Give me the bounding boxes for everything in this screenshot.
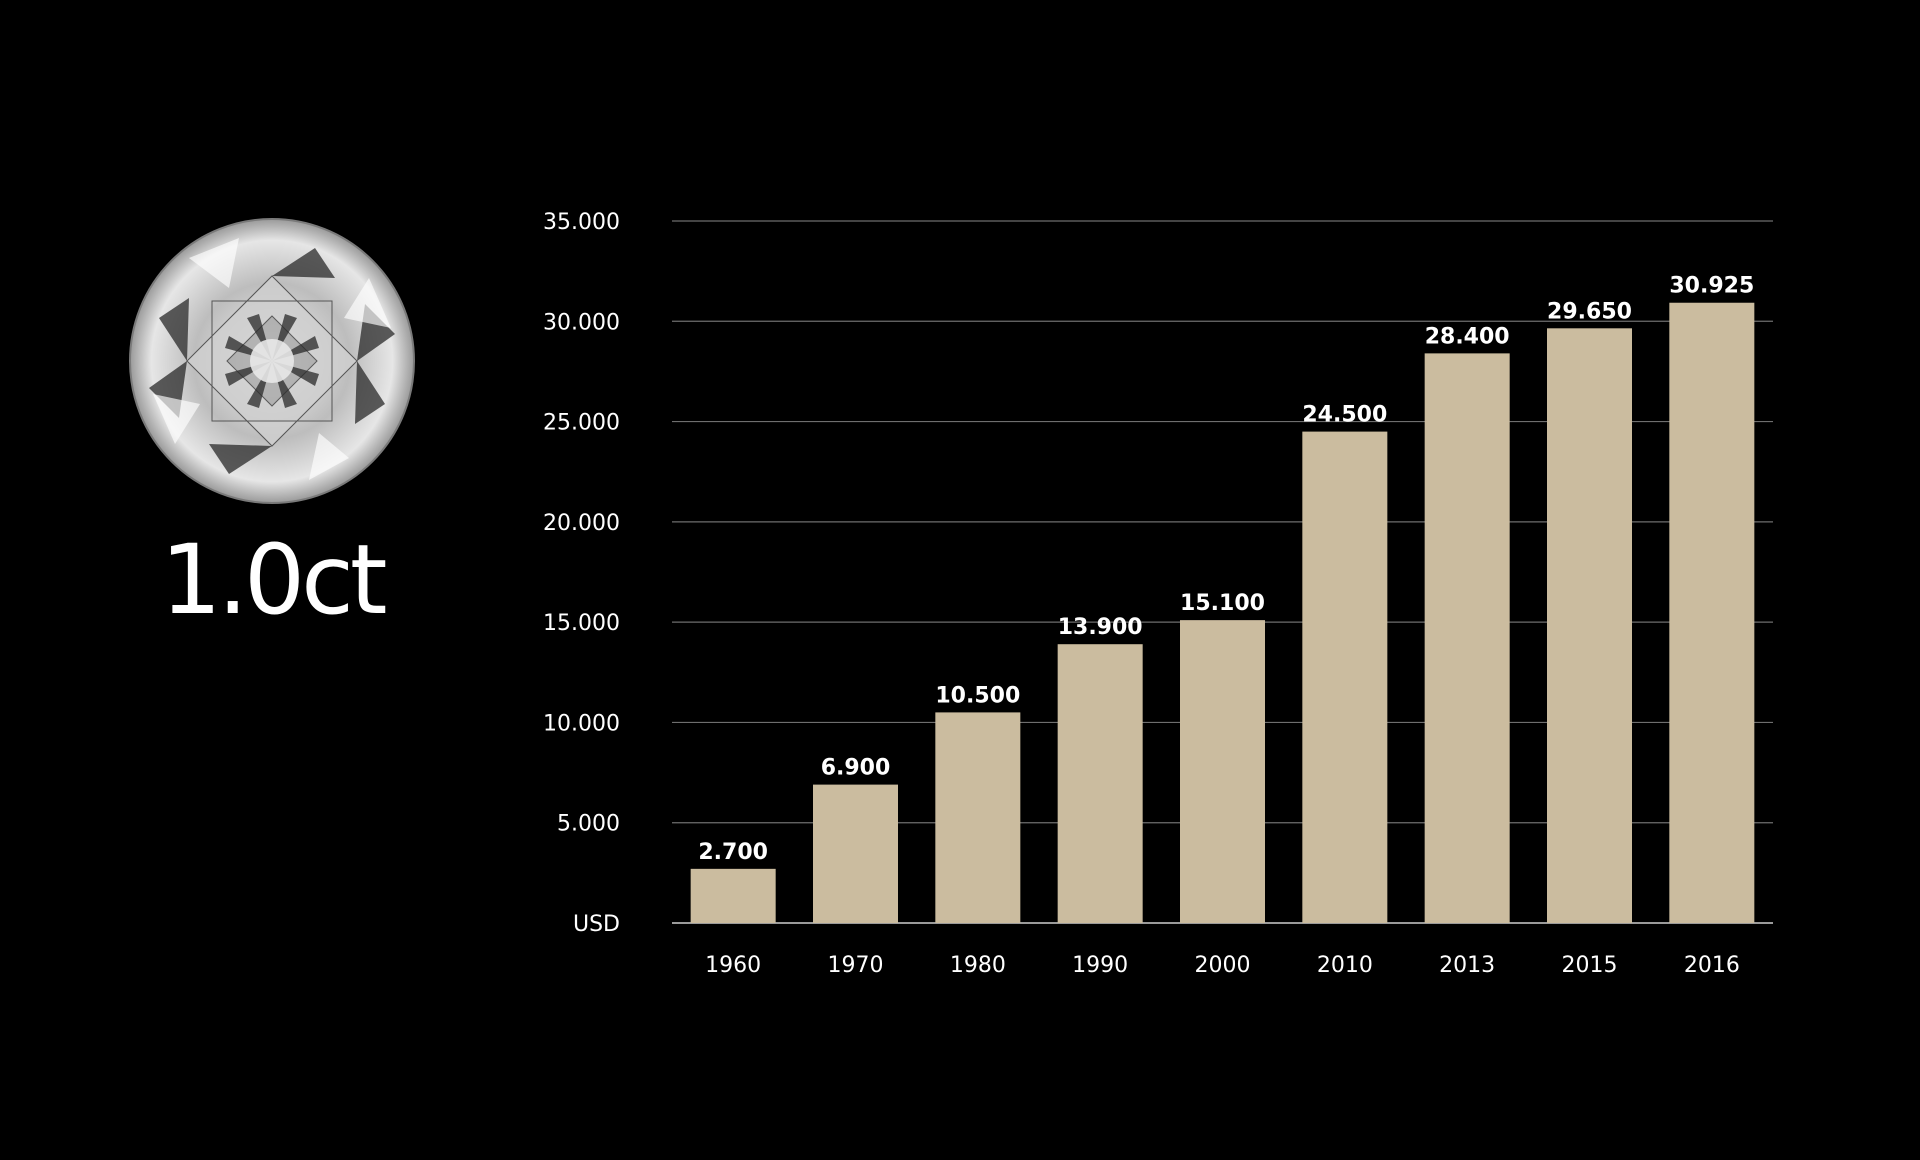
x-tick-label: 1970 xyxy=(828,953,884,978)
x-tick-label: 1960 xyxy=(705,953,761,978)
bar-2013 xyxy=(1424,353,1510,923)
value-label: 13.900 xyxy=(1058,615,1143,640)
x-tick-label: 1990 xyxy=(1072,953,1128,978)
bar-1980 xyxy=(935,712,1021,923)
y-tick-label: 15.000 xyxy=(543,611,620,636)
y-tick-label: 30.000 xyxy=(543,310,620,335)
value-label: 28.400 xyxy=(1425,324,1510,349)
bar-2010 xyxy=(1302,431,1388,923)
x-tick-label: 2000 xyxy=(1195,953,1251,978)
value-label: 24.500 xyxy=(1302,403,1387,428)
labels: USD 5.000 10.000 15.000 20.000 25.000 30.000 35… xyxy=(543,210,1754,978)
diamond-icon xyxy=(129,218,415,504)
x-tick-label: 2010 xyxy=(1317,953,1373,978)
x-tick-label: 2015 xyxy=(1562,953,1618,978)
y-tick-label: USD xyxy=(573,912,620,937)
value-label: 29.650 xyxy=(1547,299,1632,324)
diamond-graphic xyxy=(129,218,415,504)
y-tick-label: 10.000 xyxy=(543,711,620,736)
bar-1970 xyxy=(813,784,898,923)
y-tick-label: 20.000 xyxy=(543,511,620,536)
bar-2000 xyxy=(1180,620,1265,923)
y-tick-label: 25.000 xyxy=(543,411,620,436)
value-label: 15.100 xyxy=(1180,591,1265,616)
value-label: 30.925 xyxy=(1669,274,1754,299)
bar-2016 xyxy=(1669,302,1755,923)
bar-2015 xyxy=(1547,328,1632,923)
x-tick-label: 1980 xyxy=(950,953,1006,978)
bar-1990 xyxy=(1057,644,1143,923)
value-label: 2.700 xyxy=(698,840,768,865)
bars xyxy=(690,302,1755,923)
carat-weight-label: 1.0ct xyxy=(160,524,387,636)
x-tick-label: 2016 xyxy=(1684,953,1740,978)
value-label: 10.500 xyxy=(935,683,1020,708)
y-tick-label: 35.000 xyxy=(543,210,620,235)
x-tick-label: 2013 xyxy=(1439,953,1495,978)
value-label: 6.900 xyxy=(821,756,891,781)
bar-1960 xyxy=(690,868,776,923)
y-tick-label: 5.000 xyxy=(557,812,620,837)
